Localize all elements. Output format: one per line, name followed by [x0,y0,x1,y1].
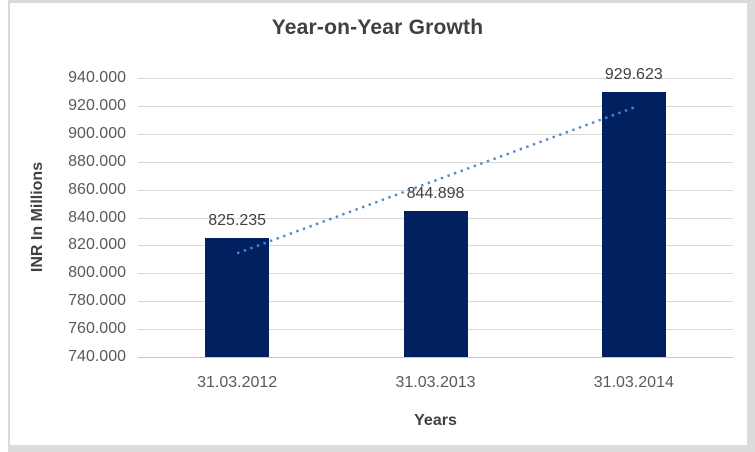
y-tick-label: 880.000 [68,152,126,170]
bar [403,210,468,357]
x-tick-label: 31.03.2014 [593,374,674,391]
y-tick-label: 840.000 [68,208,126,226]
y-tick-label: 780.000 [68,292,126,310]
y-tick-label: 740.000 [68,348,126,365]
gridline [138,78,733,79]
y-tick-label: 860.000 [68,180,126,198]
x-axis-line [138,357,733,358]
y-tick-label: 900.000 [68,124,126,142]
bar [205,238,270,357]
y-tick-label: 920.000 [68,96,126,114]
bar-value-label: 844.898 [406,184,465,202]
y-tick-label: 760.000 [68,320,126,338]
x-tick-label: 31.03.2012 [197,374,278,391]
gridline [138,105,733,107]
bar-value-label: 929.623 [604,66,663,84]
x-axis-title: Years [414,412,457,429]
y-tick-label: 820.000 [68,236,126,254]
x-tick-label: 31.03.2013 [395,374,476,391]
y-tick-label: 940.000 [68,69,126,86]
y-tick-label: 800.000 [68,264,126,282]
bar-value-label: 825.235 [208,212,267,230]
chart-title: Year-on-Year Growth [271,16,484,39]
bar [601,92,666,357]
